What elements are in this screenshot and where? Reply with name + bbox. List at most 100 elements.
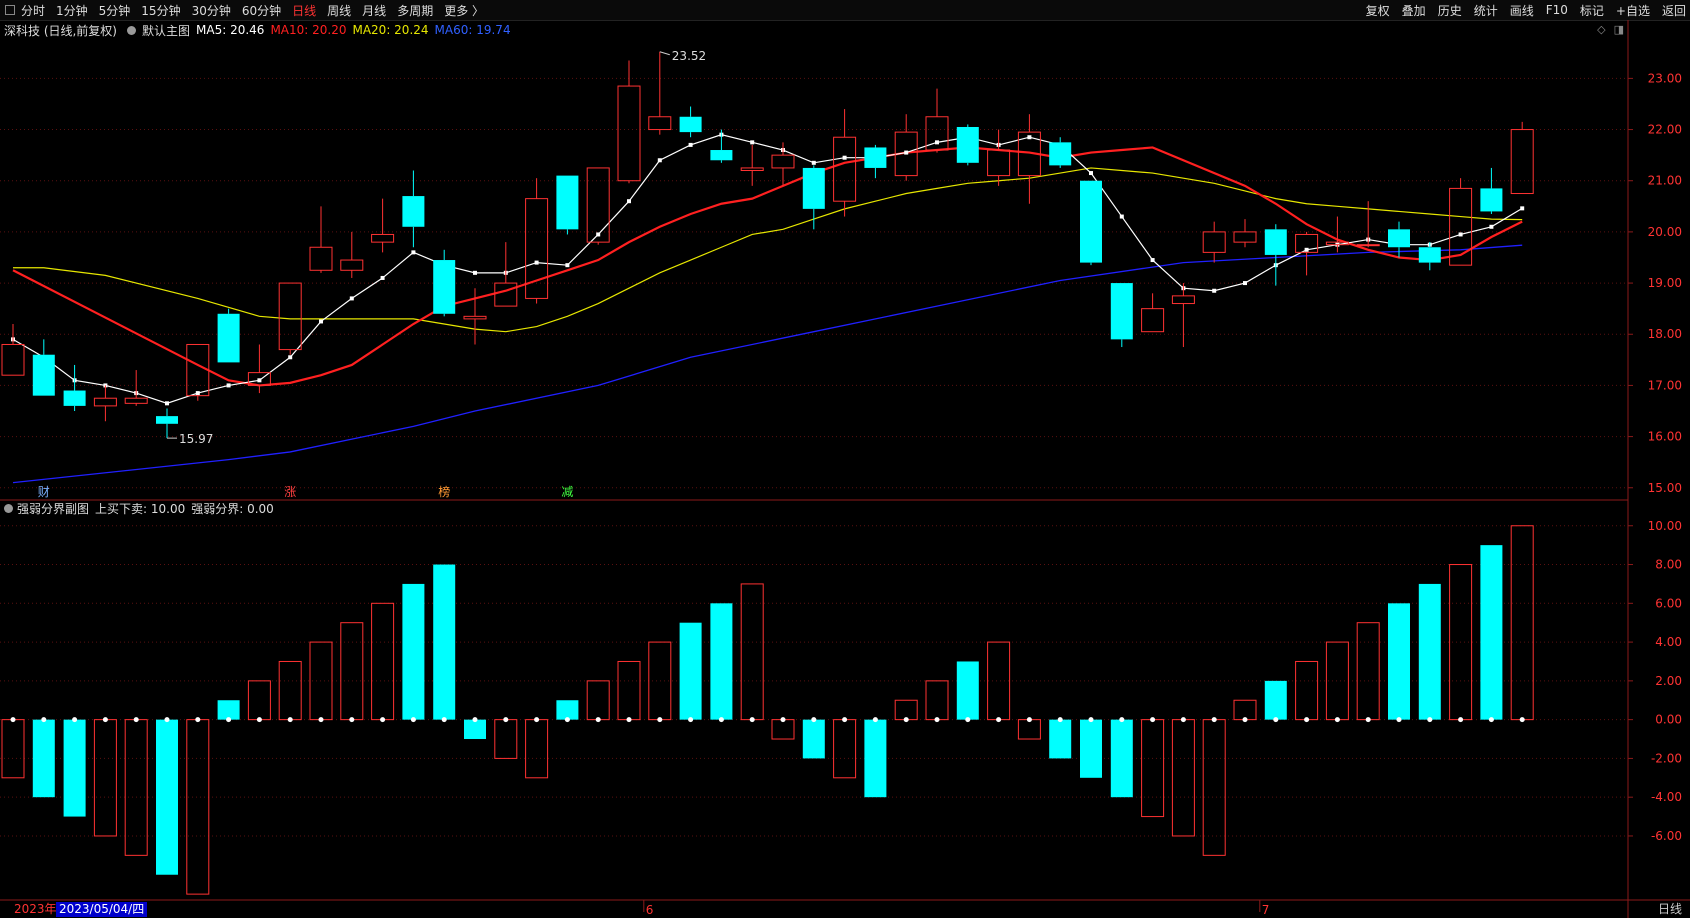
zero-point: [1458, 717, 1464, 723]
candle-body: [1418, 247, 1441, 263]
tab-period[interactable]: 30分钟: [191, 3, 231, 18]
tab-period[interactable]: 周线: [327, 3, 352, 18]
indicator-bar: [464, 719, 486, 740]
event-marker: 榜: [438, 484, 450, 499]
indicator-bar: [1356, 622, 1380, 721]
cursor-date: 2023/05/04/四: [56, 902, 148, 917]
tab-period[interactable]: 5分钟: [98, 3, 131, 18]
zero-point: [318, 717, 324, 723]
candlestick-layer: 23.52 15.97: [1, 49, 1534, 446]
tab-period[interactable]: 15分钟: [141, 3, 181, 18]
sub-chart-info: 强弱分界副图 上买下卖: 10.00 强弱分界: 0.00: [0, 500, 274, 516]
menu-item[interactable]: 统计: [1473, 3, 1498, 18]
settings-circle-icon[interactable]: [127, 25, 136, 35]
ma5-point: [935, 140, 939, 145]
zero-point: [1180, 717, 1186, 723]
indicator-bar: [833, 719, 857, 779]
zero-point: [749, 717, 755, 723]
ma5-point: [226, 383, 231, 388]
menu-item[interactable]: 标记: [1579, 3, 1604, 18]
price-tick-label: 18.00: [1648, 327, 1682, 341]
indicator-bar: [1110, 719, 1133, 798]
zero-point: [164, 717, 170, 723]
diamond-icon[interactable]: ◇: [1597, 23, 1606, 36]
indicator-bar: [156, 719, 178, 875]
ma5-point: [904, 150, 909, 155]
period-label: 日线: [1657, 902, 1682, 916]
zero-point: [842, 717, 848, 723]
maximize-icon[interactable]: ◨: [1613, 23, 1624, 36]
indicator-tick-label: -6.00: [1651, 829, 1682, 843]
indicator-bar: [525, 719, 549, 779]
ma60-value: MA60: 19.74: [434, 23, 511, 37]
tab-period[interactable]: 多周期: [397, 3, 434, 18]
zero-point: [41, 717, 47, 723]
candle-body: [186, 343, 210, 397]
zero-point: [965, 717, 971, 723]
candle-body: [802, 167, 825, 209]
month-label: 7: [1262, 903, 1270, 917]
zero-point: [626, 717, 632, 723]
tab-period[interactable]: 1分钟: [56, 3, 88, 18]
candle-body: [1388, 229, 1410, 248]
zero-point: [1150, 717, 1156, 723]
main-chart-label[interactable]: 默认主图: [142, 23, 191, 38]
ma5-point: [596, 232, 601, 237]
menu-item[interactable]: 历史: [1437, 3, 1462, 18]
sub-chart-title[interactable]: 强弱分界副图: [17, 501, 90, 516]
candle-body: [771, 154, 795, 169]
candle-body: [710, 150, 733, 161]
zero-point: [1519, 717, 1525, 723]
indicator-bar: [1080, 719, 1102, 778]
menu-item[interactable]: 画线: [1509, 3, 1534, 18]
tab-period[interactable]: 分时: [21, 3, 46, 18]
candle-body: [1, 343, 25, 376]
candle-body: [1325, 241, 1349, 246]
zero-point: [410, 717, 416, 723]
tab-period[interactable]: 日线: [292, 3, 317, 18]
candle-body: [1510, 129, 1534, 195]
window-menu-icon[interactable]: [5, 5, 15, 15]
zero-point: [1026, 717, 1032, 723]
candle-body: [556, 175, 579, 230]
ma5-point: [811, 160, 816, 165]
ma5-point: [1119, 214, 1124, 219]
month-label: 6: [646, 903, 654, 917]
menu-item[interactable]: 复权: [1365, 3, 1390, 18]
indicator-bar: [217, 700, 240, 720]
tab-period[interactable]: 月线: [362, 3, 387, 18]
zero-point: [780, 717, 786, 723]
menu-item[interactable]: 返回: [1661, 3, 1686, 18]
candle-body: [433, 260, 456, 314]
candle-body: [864, 147, 887, 168]
zero-point: [903, 717, 909, 723]
candle-body: [463, 315, 487, 320]
ma5-point: [288, 355, 293, 360]
zero-point: [1334, 717, 1340, 723]
event-marker: 减: [561, 485, 573, 499]
candle-body: [740, 167, 764, 171]
tab-period[interactable]: 60分钟: [241, 3, 282, 18]
price-tick-label: 22.00: [1648, 123, 1682, 137]
candle-body: [371, 233, 395, 243]
menu-item[interactable]: 叠加: [1401, 3, 1426, 18]
ma5-point: [165, 401, 169, 406]
candle-body: [925, 116, 949, 151]
ma5-point: [1089, 171, 1093, 176]
tab-period[interactable]: 更多 〉: [444, 3, 485, 18]
ma20-value: MA20: 20.24: [352, 23, 429, 37]
menu-item[interactable]: F10: [1545, 3, 1568, 17]
indicator-bar: [1388, 603, 1410, 720]
settings-circle-icon[interactable]: [4, 503, 13, 513]
zero-point: [349, 717, 355, 723]
ma20-line: [13, 167, 1523, 333]
menu-item[interactable]: +自选: [1615, 3, 1650, 18]
candle-body: [124, 397, 148, 404]
candle-body: [1141, 308, 1165, 333]
ma5-point: [380, 275, 385, 280]
candle-body: [1449, 187, 1473, 266]
chart-corner-icons: ◇ ◨: [1597, 23, 1624, 36]
candle-body: [156, 416, 178, 424]
zero-point: [811, 717, 817, 723]
